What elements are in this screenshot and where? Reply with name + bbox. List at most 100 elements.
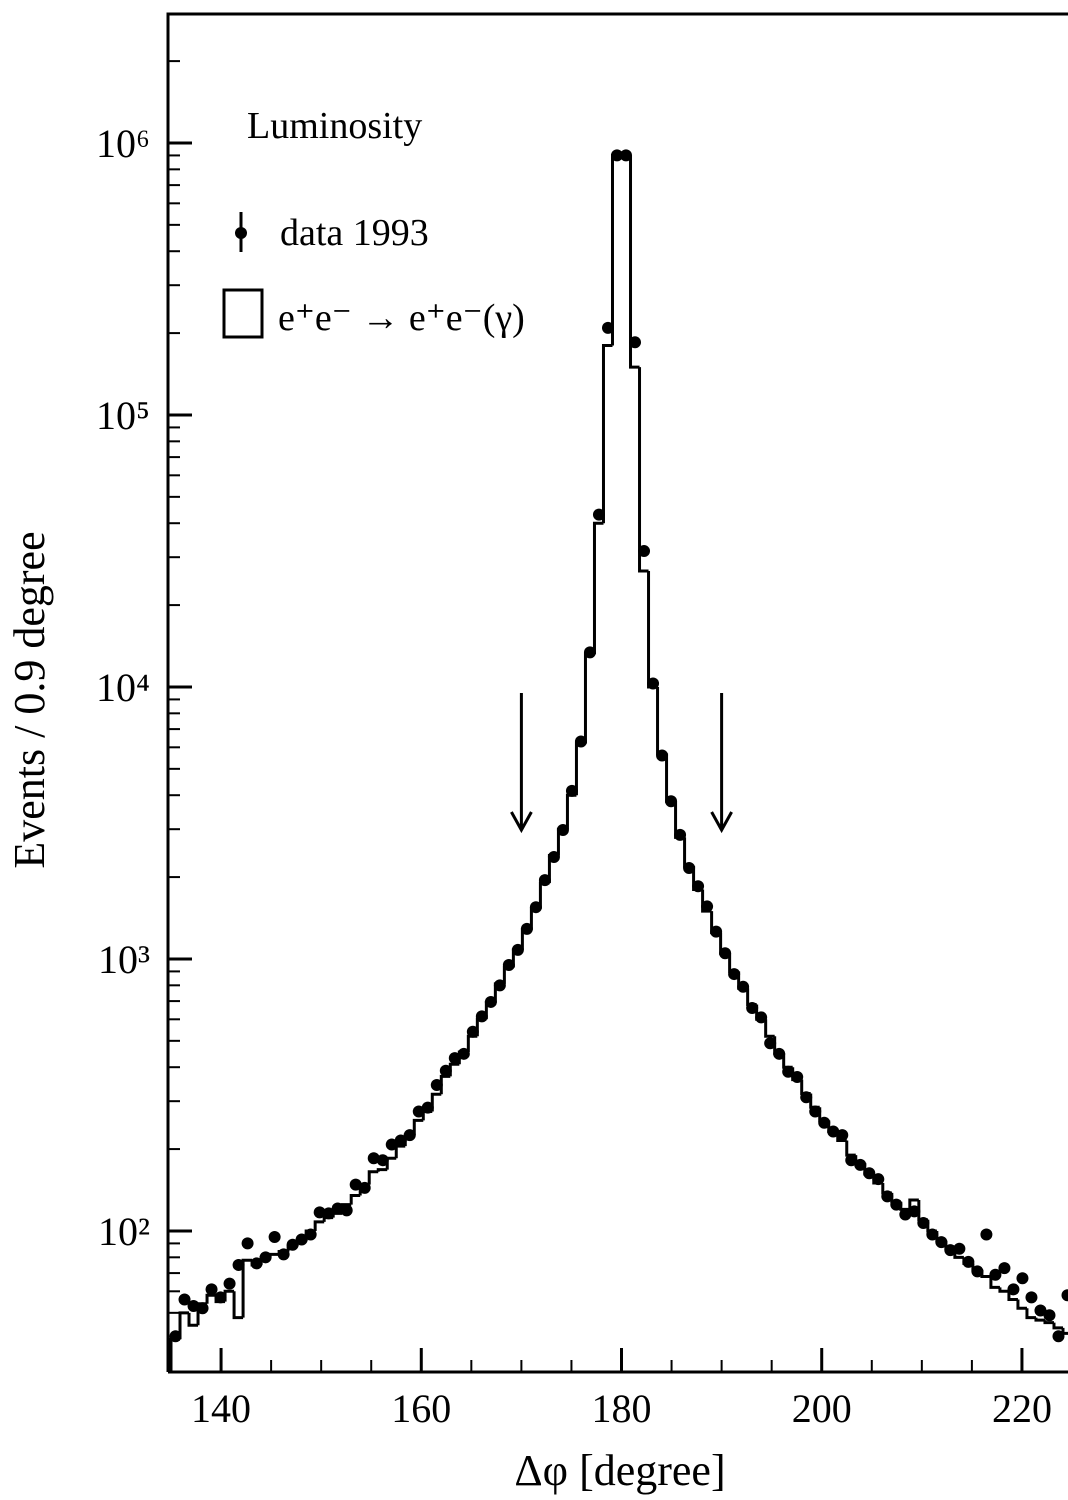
data-point xyxy=(701,900,714,913)
histogram-bin xyxy=(367,1170,379,1185)
histogram-bin xyxy=(394,1144,406,1159)
histogram-bin xyxy=(214,1295,226,1304)
histogram-bin xyxy=(439,1074,451,1095)
histogram-bin xyxy=(223,1289,235,1302)
x-tick-label: 160 xyxy=(391,1386,451,1431)
data-point xyxy=(448,1052,461,1065)
cut-arrow xyxy=(710,693,733,834)
histogram-bin xyxy=(764,1019,775,1038)
data-point xyxy=(376,1154,389,1167)
histogram-bin xyxy=(899,1201,910,1211)
histogram-bin xyxy=(872,1173,883,1185)
histogram-bin xyxy=(556,827,568,856)
data-point xyxy=(241,1237,254,1250)
histogram-bin xyxy=(520,928,532,950)
histogram-bin xyxy=(827,1120,838,1134)
data-point xyxy=(313,1206,326,1219)
histogram-bin xyxy=(475,1017,487,1037)
data-point xyxy=(845,1154,858,1167)
data-point xyxy=(989,1268,1002,1281)
histogram-bin xyxy=(403,1133,415,1147)
histogram-bin xyxy=(538,881,550,909)
data-point xyxy=(998,1262,1011,1275)
histogram-bin xyxy=(385,1156,397,1170)
histogram-bin xyxy=(845,1140,856,1157)
y-tick-label: 10³ xyxy=(98,937,150,982)
histogram-bin xyxy=(728,953,739,973)
data-point xyxy=(1016,1272,1029,1285)
histogram-bin xyxy=(836,1131,847,1143)
histogram-bin xyxy=(971,1263,982,1272)
frame xyxy=(166,12,1068,1374)
legend-title: Luminosity xyxy=(247,105,422,147)
histogram-bin xyxy=(773,1036,784,1055)
histogram-bin xyxy=(295,1239,307,1247)
x-tick-label: 140 xyxy=(191,1386,251,1431)
histogram-bin xyxy=(944,1240,955,1251)
x-axis-title: Δφ [degree] xyxy=(514,1446,725,1495)
data-point xyxy=(1061,1289,1068,1302)
data-point xyxy=(223,1277,236,1290)
histogram-bin xyxy=(683,837,694,868)
data-point xyxy=(836,1129,849,1142)
data-point xyxy=(782,1065,795,1078)
data-point xyxy=(980,1228,993,1241)
data-point xyxy=(340,1204,353,1217)
histogram-bin xyxy=(259,1255,271,1265)
histogram-bin xyxy=(674,801,685,839)
histogram-bin xyxy=(529,907,541,930)
histogram-bin xyxy=(701,889,712,913)
y-tick-label: 10⁶ xyxy=(96,121,150,166)
histogram-bin xyxy=(196,1302,208,1326)
data-point xyxy=(638,545,651,558)
legend-label: data 1993 xyxy=(280,212,429,254)
histogram-bin xyxy=(629,155,640,369)
data-point xyxy=(953,1242,966,1255)
data-point xyxy=(439,1064,452,1077)
histogram-bin xyxy=(791,1067,802,1082)
histogram-bin xyxy=(998,1287,1009,1293)
histogram-bin xyxy=(755,1004,766,1021)
histogram-bin xyxy=(854,1155,865,1165)
x-tick-label: 180 xyxy=(592,1386,652,1431)
cut-arrow xyxy=(510,693,533,834)
histogram-bin xyxy=(502,966,514,984)
histogram-bin xyxy=(232,1291,244,1320)
histogram-bin xyxy=(178,1311,190,1340)
histogram-bin xyxy=(656,686,667,755)
data-point xyxy=(629,336,642,349)
histogram-bin xyxy=(340,1203,352,1214)
histogram-bin xyxy=(863,1162,874,1176)
histogram-bin xyxy=(1034,1317,1045,1322)
legend-box xyxy=(222,288,264,339)
data-point xyxy=(349,1178,362,1191)
x-tick-label: 200 xyxy=(792,1386,852,1431)
data-point xyxy=(592,508,605,521)
histogram-bin xyxy=(881,1183,892,1195)
histogram-bin xyxy=(187,1312,199,1327)
data-point xyxy=(205,1283,218,1296)
histogram-bin xyxy=(737,971,748,990)
histogram-bin xyxy=(746,988,757,1007)
data-point xyxy=(908,1205,921,1218)
histogram-bin xyxy=(917,1199,928,1222)
histogram-bin xyxy=(1025,1308,1036,1320)
histogram-bin xyxy=(719,932,730,955)
histogram-bin xyxy=(1016,1299,1027,1310)
histogram-bin xyxy=(376,1168,388,1172)
y-tick-label: 10² xyxy=(98,1209,150,1254)
data-point xyxy=(268,1231,281,1244)
histogram-bin xyxy=(493,982,505,1003)
histogram-bin xyxy=(250,1260,262,1267)
histogram-bin xyxy=(1061,1327,1068,1335)
histogram-bin xyxy=(448,1062,460,1077)
data-point xyxy=(1043,1309,1056,1322)
histogram-bin xyxy=(322,1216,334,1222)
data-point xyxy=(764,1037,777,1050)
x-tick-label: 220 xyxy=(992,1386,1052,1431)
data-point xyxy=(430,1079,443,1092)
histogram-bin xyxy=(331,1211,343,1218)
histogram-bin xyxy=(169,1337,181,1372)
legend-marker xyxy=(235,227,247,239)
histogram-bin xyxy=(241,1258,253,1318)
